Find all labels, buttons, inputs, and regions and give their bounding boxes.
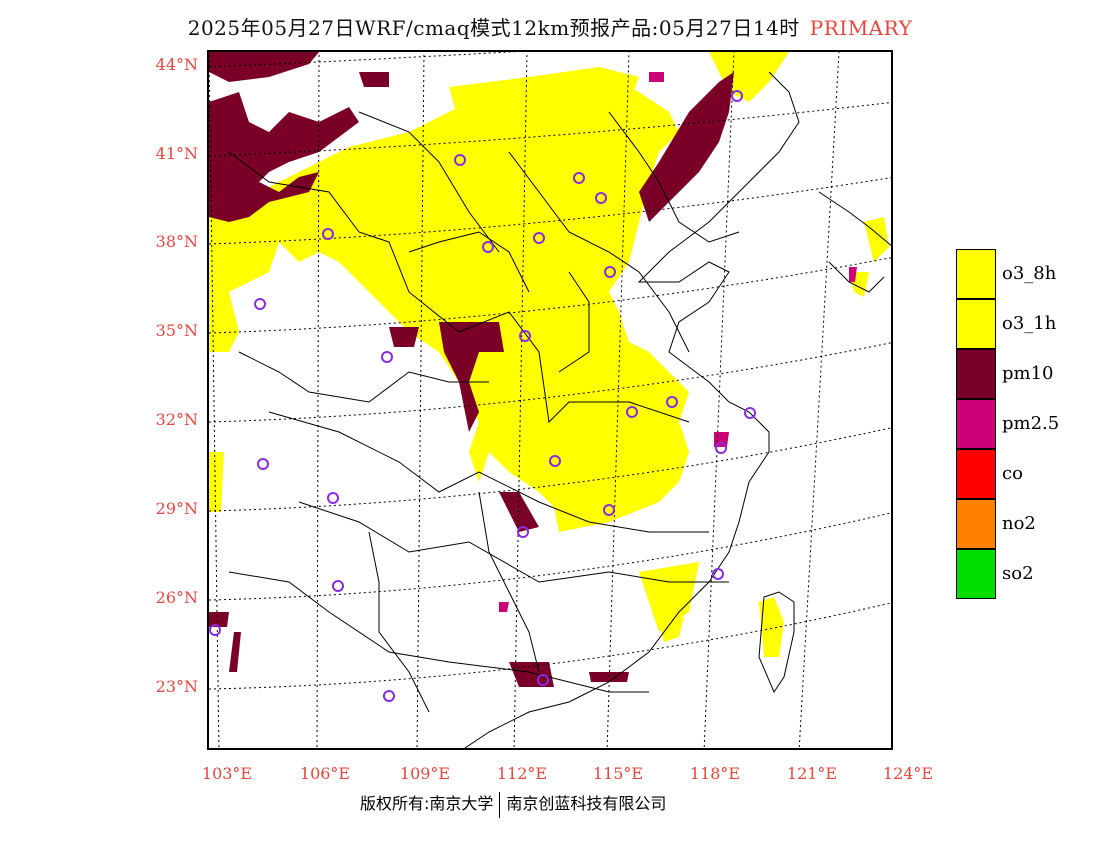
legend-item-co: co — [956, 449, 1100, 499]
station-marker — [454, 154, 466, 166]
legend-label: pm2.5 — [1002, 413, 1060, 434]
map-title: 2025年05月27日WRF/cmaq模式12km预报产品:05月27日14时 P… — [0, 12, 1100, 41]
legend-item-no2: no2 — [956, 499, 1100, 549]
lat-label: 32°N — [155, 410, 198, 429]
station-marker — [322, 228, 334, 240]
station-marker — [731, 90, 743, 102]
station-marker — [626, 406, 638, 418]
station-marker — [533, 232, 545, 244]
station-marker — [712, 568, 724, 580]
forecast-map[interactable] — [207, 50, 893, 750]
legend-swatch — [956, 549, 996, 599]
station-marker — [209, 624, 221, 636]
pm10-sw — [209, 612, 229, 627]
station-marker — [381, 351, 393, 363]
pm10-top-patch — [359, 72, 389, 87]
legend-swatch — [956, 349, 996, 399]
o3-west-patch — [209, 452, 224, 512]
province-boundaries — [228, 111, 740, 713]
pm10-exceedance-areas — [209, 52, 734, 687]
footer-divider — [499, 791, 501, 818]
legend-item-o3-1h: o3_1h — [956, 299, 1100, 349]
station-marker — [383, 690, 395, 702]
station-marker — [257, 458, 269, 470]
lat-label: 29°N — [155, 499, 198, 518]
lon-label: 121°E — [786, 764, 838, 783]
lon-label: 118°E — [689, 764, 741, 783]
pm10-west-edge — [229, 632, 241, 672]
pm25-north — [649, 72, 664, 82]
pm10-central-2 — [389, 327, 419, 347]
o3-north-band — [449, 67, 639, 122]
station-marker — [549, 455, 561, 467]
station-marker — [595, 192, 607, 204]
station-marker — [573, 172, 585, 184]
lat-label: 38°N — [155, 232, 198, 251]
lat-label: 35°N — [155, 321, 198, 340]
map-canvas — [209, 52, 891, 748]
lat-label: 41°N — [155, 144, 198, 163]
legend-swatch — [956, 449, 996, 499]
legend-label: o3_8h — [1002, 263, 1057, 284]
legend-swatch — [956, 249, 996, 299]
lat-label: 44°N — [155, 55, 198, 74]
station-marker — [715, 442, 727, 454]
o3-coast-south — [659, 617, 684, 642]
pm25-korea — [849, 267, 857, 282]
pm10-top-strip — [209, 52, 319, 82]
pm10-central — [439, 322, 504, 432]
coastline — [464, 71, 891, 748]
legend-item-so2: so2 — [956, 549, 1100, 599]
legend-label: pm10 — [1002, 363, 1054, 384]
station-marker — [666, 396, 678, 408]
station-marker — [519, 330, 531, 342]
station-marker — [603, 504, 615, 516]
legend-swatch — [956, 399, 996, 449]
lon-label: 103°E — [201, 764, 253, 783]
copyright-footer: 版权所有:南京大学 南京创蓝科技有限公司 — [360, 790, 666, 818]
title-primary-tag: PRIMARY — [809, 16, 913, 40]
lon-label: 109°E — [399, 764, 451, 783]
legend-label: o3_1h — [1002, 313, 1057, 334]
station-marker — [327, 492, 339, 504]
legend-item-o3-8h: o3_8h — [956, 249, 1100, 299]
station-marker — [537, 674, 549, 686]
pm10-south — [499, 492, 539, 532]
legend-item-pm10: pm10 — [956, 349, 1100, 399]
legend-label: no2 — [1002, 513, 1036, 534]
legend-label: so2 — [1002, 563, 1034, 584]
monitoring-stations — [209, 90, 756, 702]
station-marker — [332, 580, 344, 592]
station-marker — [604, 266, 616, 278]
station-marker — [482, 241, 494, 253]
station-marker — [744, 407, 756, 419]
legend-label: co — [1002, 463, 1023, 484]
copyright-left: 版权所有:南京大学 — [360, 794, 494, 813]
o3-korea — [864, 217, 889, 262]
o3-main-area — [209, 72, 689, 532]
o3-taiwan — [759, 597, 784, 657]
lon-label: 112°E — [496, 764, 548, 783]
pm10-beijing — [639, 72, 734, 222]
copyright-right: 南京创蓝科技有限公司 — [506, 794, 667, 813]
title-text: 2025年05月27日WRF/cmaq模式12km预报产品:05月27日14时 — [187, 16, 800, 40]
graticule — [209, 52, 891, 748]
pm25-south — [499, 602, 509, 612]
legend-item-pm25: pm2.5 — [956, 399, 1100, 449]
lon-label: 106°E — [299, 764, 351, 783]
station-marker — [517, 526, 529, 538]
lat-label: 23°N — [155, 677, 198, 696]
lat-label: 26°N — [155, 588, 198, 607]
pm10-guangdong — [509, 662, 554, 687]
legend-swatch — [956, 299, 996, 349]
pm10-northwest — [209, 92, 359, 222]
o3-exceedance-areas — [209, 52, 889, 657]
legend-swatch — [956, 499, 996, 549]
lon-label: 124°E — [882, 764, 934, 783]
station-marker — [254, 298, 266, 310]
lon-label: 115°E — [592, 764, 644, 783]
